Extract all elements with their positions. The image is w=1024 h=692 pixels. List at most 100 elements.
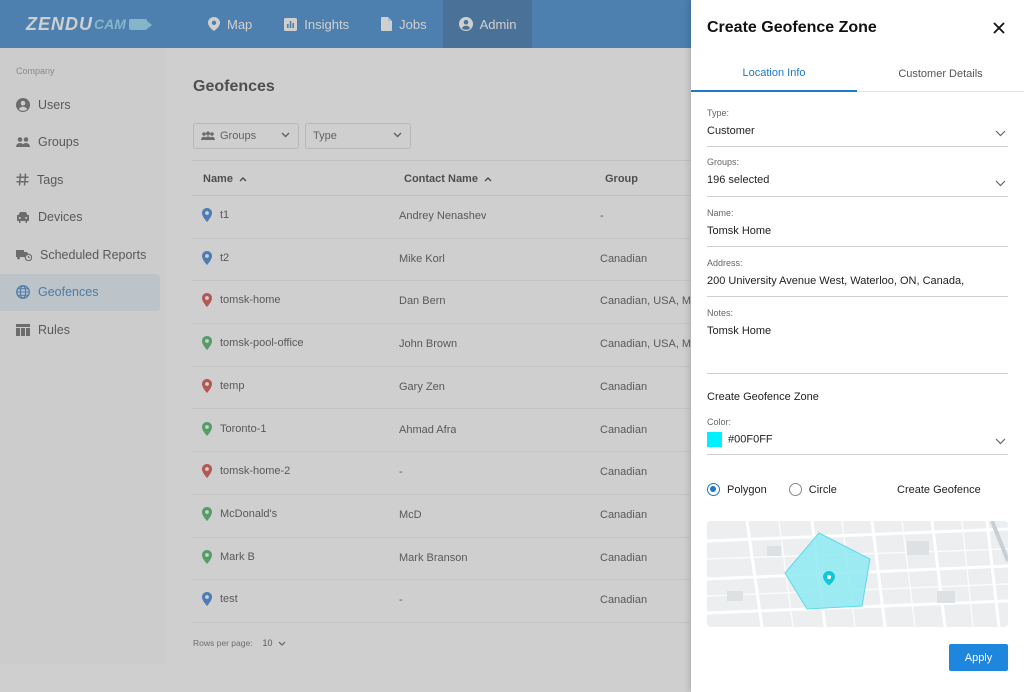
table-icon <box>16 323 30 336</box>
sidebar-item-devices[interactable]: Devices <box>0 199 160 237</box>
map-pin-icon <box>202 464 212 479</box>
bar-chart-icon <box>284 17 298 31</box>
map-pin-icon <box>202 336 212 351</box>
polygon-radio[interactable] <box>707 483 720 496</box>
row-group: Canadian <box>600 466 648 479</box>
table-row[interactable]: tomsk-home Dan Bern Canadian, USA, Me <box>192 281 691 325</box>
row-contact-name: Mike Korl <box>399 252 445 265</box>
nav-tab-admin[interactable]: Admin <box>442 0 533 48</box>
groups-filter-select[interactable]: Groups <box>193 123 299 149</box>
tab-customer-details[interactable]: Customer Details <box>898 67 983 80</box>
drawer-title: Create Geofence Zone <box>707 19 877 36</box>
rows-per-page-select[interactable]: 10 <box>263 638 286 648</box>
row-group: Canadian, USA, Me <box>600 338 691 351</box>
shape-radio-group: Polygon Circle <box>707 483 837 496</box>
name-field[interactable]: Name: Tomsk Home <box>707 208 1008 247</box>
table-row[interactable]: t1 Andrey Nenashev - <box>192 196 691 239</box>
row-name: Toronto-1 <box>202 421 266 436</box>
row-group: Canadian, USA, Me <box>600 295 691 308</box>
close-icon[interactable] <box>992 21 1006 35</box>
sidebar-item-tags[interactable]: Tags <box>0 161 160 199</box>
row-contact-name: Ahmad Afra <box>399 423 457 436</box>
map-pin-icon <box>202 421 212 436</box>
nav-tab-jobs[interactable]: Jobs <box>365 0 442 48</box>
map-canvas <box>707 521 1008 627</box>
column-header-group[interactable]: Group <box>605 173 638 185</box>
sidebar-section-label: Company <box>16 66 55 76</box>
map-pin-icon <box>202 293 212 308</box>
main-content: Geofences Groups Type Name Contact Name … <box>166 48 691 664</box>
chevron-down-icon <box>281 132 290 138</box>
groups-select[interactable]: Groups: 196 selected <box>707 157 1008 197</box>
type-filter-select[interactable]: Type <box>305 123 411 149</box>
sort-icon <box>239 177 247 182</box>
row-contact-name: - <box>399 466 403 479</box>
table-row[interactable]: temp Gary Zen Canadian <box>192 367 691 410</box>
page-title: Geofences <box>193 78 275 95</box>
row-group: Canadian <box>600 594 648 607</box>
circle-radio[interactable] <box>788 483 802 496</box>
table-row[interactable]: McDonald's McD Canadian <box>192 495 691 538</box>
create-geofence-link[interactable]: Create Geofence <box>897 484 981 496</box>
row-group: Canadian <box>600 551 648 564</box>
table-header: Name Contact Name Group <box>192 160 691 196</box>
color-swatch <box>707 432 722 447</box>
chevron-down-icon <box>278 641 285 646</box>
sidebar-item-scheduled-reports[interactable]: Scheduled Reports <box>0 236 160 274</box>
row-contact-name: - <box>399 594 403 607</box>
row-name: McDonald's <box>202 506 277 521</box>
row-contact-name: McD <box>399 508 422 521</box>
type-select[interactable]: Type: Customer <box>707 108 1008 147</box>
table-row[interactable]: t2 Mike Korl Canadian <box>192 239 691 282</box>
sidebar-item-geofences[interactable]: Geofences <box>0 273 160 311</box>
table-row[interactable]: Toronto-1 Ahmad Afra Canadian <box>192 410 691 453</box>
column-header-name[interactable]: Name <box>203 173 247 185</box>
user-circle-icon <box>16 97 30 112</box>
camera-icon <box>128 18 152 30</box>
table-row[interactable]: tomsk-pool-office John Brown Canadian, USA… <box>192 324 691 367</box>
row-contact-name: Mark Branson <box>399 551 468 564</box>
sidebar-item-rules[interactable]: Rules <box>0 311 160 349</box>
map-pin-icon <box>202 592 212 607</box>
row-name: test <box>202 592 238 607</box>
sidebar: Company Users Groups Tags Devices Schedu… <box>0 48 166 664</box>
table-row[interactable]: tomsk-home-2 - Canadian <box>192 452 691 495</box>
tab-location-info[interactable]: Location Info <box>691 55 857 92</box>
row-group: Canadian <box>600 252 648 265</box>
document-icon <box>381 17 393 31</box>
sidebar-item-users[interactable]: Users <box>0 86 160 124</box>
top-navbar: ZENDU CAM Map Insights Jobs Admin <box>0 0 691 48</box>
apply-button[interactable]: Apply <box>949 644 1008 671</box>
geofence-map[interactable] <box>707 521 1008 627</box>
table-row[interactable]: Mark B Mark Branson Canadian <box>192 538 691 581</box>
row-contact-name: Gary Zen <box>399 380 445 393</box>
nav-tab-insights[interactable]: Insights <box>268 0 365 48</box>
map-pin-icon <box>202 506 212 521</box>
map-pin-icon <box>208 17 220 31</box>
table-row[interactable]: test - Canadian <box>192 580 691 623</box>
chevron-down-icon <box>393 132 402 138</box>
row-contact-name: John Brown <box>399 338 458 351</box>
zenducam-logo[interactable]: ZENDU CAM <box>0 0 192 48</box>
row-name: t1 <box>202 208 229 222</box>
row-group: Canadian <box>600 508 648 521</box>
row-group: Canadian <box>600 380 648 393</box>
truck-clock-icon <box>16 250 32 262</box>
chevron-down-icon <box>995 438 1006 445</box>
row-name: tomsk-pool-office <box>202 336 304 351</box>
drawer-tabs: Location Info Customer Details <box>691 55 1024 92</box>
rows-per-page: Rows per page: 10 <box>193 638 286 648</box>
row-name: t2 <box>202 250 229 265</box>
nav-tab-map[interactable]: Map <box>192 0 268 48</box>
row-name: tomsk-home <box>202 293 281 308</box>
sidebar-item-groups[interactable]: Groups <box>0 124 160 162</box>
chevron-down-icon <box>995 130 1006 137</box>
address-field[interactable]: Address: 200 University Avenue West, Wat… <box>707 258 1008 297</box>
notes-field[interactable]: Notes: Tomsk Home <box>707 308 1008 374</box>
map-pin-icon <box>202 250 212 265</box>
group-icon <box>201 131 215 140</box>
row-name: tomsk-home-2 <box>202 464 290 479</box>
column-header-contact-name[interactable]: Contact Name <box>404 173 492 185</box>
modal-backdrop[interactable] <box>0 0 691 692</box>
color-select[interactable]: Color: #00F0FF <box>707 417 1008 455</box>
